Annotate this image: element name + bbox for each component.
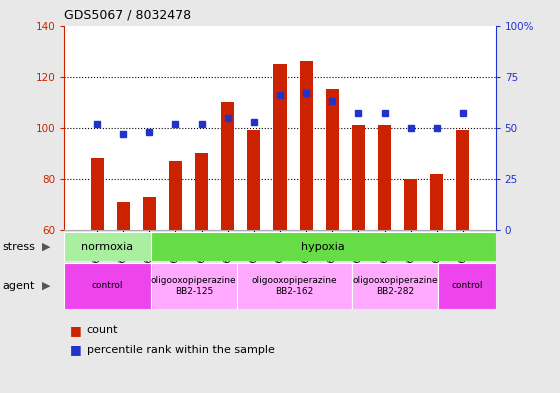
Bar: [151, 232, 496, 261]
Bar: [438, 263, 496, 309]
Text: stress: stress: [3, 242, 36, 252]
Bar: [248, 130, 260, 230]
Text: ■: ■: [70, 323, 82, 337]
Bar: [404, 179, 417, 230]
Bar: [195, 153, 208, 230]
Text: ▶: ▶: [42, 242, 51, 252]
Bar: [273, 64, 287, 230]
Text: agent: agent: [3, 281, 35, 291]
Bar: [143, 196, 156, 230]
Text: GDS5067 / 8032478: GDS5067 / 8032478: [64, 9, 192, 22]
Bar: [352, 263, 438, 309]
Bar: [430, 174, 444, 230]
Bar: [169, 161, 182, 230]
Bar: [91, 158, 104, 230]
Bar: [237, 263, 352, 309]
Text: control: control: [92, 281, 123, 290]
Text: ▶: ▶: [42, 281, 51, 291]
Text: normoxia: normoxia: [81, 242, 134, 252]
Text: count: count: [87, 325, 118, 335]
Bar: [64, 263, 151, 309]
Bar: [352, 125, 365, 230]
Bar: [300, 61, 312, 230]
Text: ■: ■: [70, 343, 82, 356]
Text: hypoxia: hypoxia: [301, 242, 345, 252]
Bar: [326, 89, 339, 230]
Bar: [116, 202, 130, 230]
Text: percentile rank within the sample: percentile rank within the sample: [87, 345, 274, 355]
Text: control: control: [451, 281, 483, 290]
Text: oligooxopiperazine
BB2-282: oligooxopiperazine BB2-282: [352, 276, 438, 296]
Bar: [151, 263, 237, 309]
Text: oligooxopiperazine
BB2-162: oligooxopiperazine BB2-162: [251, 276, 337, 296]
Text: oligooxopiperazine
BB2-125: oligooxopiperazine BB2-125: [151, 276, 236, 296]
Bar: [64, 232, 151, 261]
Bar: [378, 125, 391, 230]
Bar: [221, 102, 234, 230]
Bar: [456, 130, 469, 230]
